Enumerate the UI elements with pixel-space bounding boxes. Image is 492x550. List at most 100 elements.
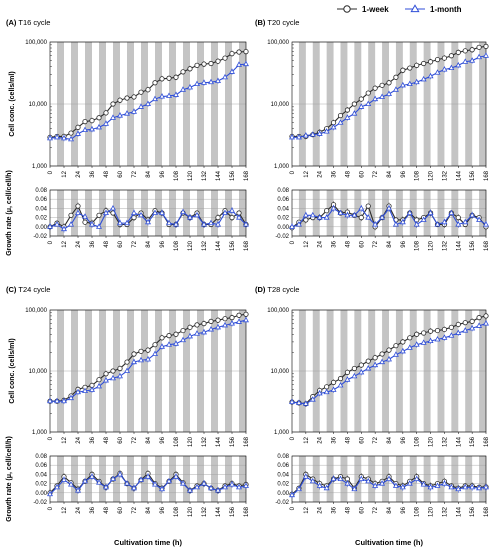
data-point-1-month	[54, 133, 60, 140]
x-axis-title-left: Cultivation time (h)	[114, 538, 182, 547]
data-point-1-week	[476, 315, 482, 321]
data-point-1-month	[413, 78, 420, 85]
data-point-1-week	[414, 331, 420, 337]
x-tick-label: 84	[387, 170, 393, 177]
data-point-1-month	[75, 487, 81, 493]
data-point-1-week	[476, 44, 482, 50]
data-point-1-week	[103, 371, 109, 377]
data-point-1-month	[316, 389, 323, 396]
dark-period-band	[57, 456, 64, 502]
data-point-1-week	[365, 203, 371, 209]
data-point-1-month	[455, 329, 462, 335]
dark-period-band	[183, 190, 190, 236]
data-point-1-week	[201, 320, 207, 327]
dark-period-band	[451, 456, 459, 502]
data-point-1-month	[173, 221, 179, 227]
data-point-1-month	[96, 123, 102, 130]
data-point-1-month	[476, 53, 483, 60]
data-point-1-month	[138, 103, 144, 109]
x-tick-label: 156	[470, 436, 476, 447]
y-tick-label: 0.08	[277, 188, 289, 194]
data-point-1-month	[476, 484, 483, 491]
y-tick-label: 0.04	[35, 472, 47, 478]
dark-period-band	[479, 190, 486, 236]
data-point-1-month	[75, 209, 81, 215]
data-point-1-month	[323, 214, 330, 220]
data-point-1-month	[358, 103, 365, 109]
x-tick-label: 156	[470, 506, 476, 517]
data-point-1-month	[215, 487, 221, 493]
data-point-1-month	[117, 219, 123, 226]
x-tick-label: 36	[90, 240, 96, 247]
data-point-1-week	[152, 80, 158, 86]
data-point-1-month	[441, 480, 448, 486]
x-tick-label: 156	[470, 240, 476, 251]
data-point-1-month	[386, 90, 392, 96]
data-point-1-month	[131, 108, 137, 114]
data-point-1-week	[434, 327, 441, 334]
x-tick-label: 144	[216, 240, 222, 251]
x-tick-label: 48	[104, 506, 110, 513]
data-point-1-month	[180, 86, 186, 92]
data-point-1-month	[138, 356, 144, 363]
data-point-1-month	[194, 80, 200, 87]
panel-c-growth-plot: 0.08 0.06 0.04 0.02 0.00 -0.020 12 24 36 48 60 72 84…	[33, 454, 250, 517]
data-point-1-month	[309, 396, 316, 402]
data-point-1-month	[344, 480, 351, 486]
data-point-1-week	[386, 347, 392, 353]
data-point-1-week	[243, 311, 249, 317]
data-point-1-month	[131, 484, 137, 491]
x-tick-label: 120	[188, 506, 194, 517]
x-tick-label: 24	[318, 506, 324, 513]
data-point-1-week	[372, 85, 378, 91]
data-point-1-month	[483, 320, 489, 326]
data-point-1-week	[229, 215, 235, 221]
data-point-1-month	[351, 372, 358, 379]
panel-c-growth-ylabel: Growth rate (μ, cell/cell/h)	[6, 436, 13, 522]
x-tick-label: 60	[118, 170, 124, 177]
x-tick-label: 96	[160, 170, 166, 177]
data-point-1-month	[469, 324, 476, 331]
x-tick-label: 144	[456, 240, 462, 251]
data-point-1-month	[330, 386, 337, 392]
x-tick-label: 108	[415, 170, 421, 181]
data-point-1-month	[448, 64, 455, 71]
dark-period-band	[239, 190, 246, 236]
data-point-1-week	[166, 333, 172, 339]
panel-d-growth-plot: 0.08 0.06 0.04 0.02 0.00 -0.020 12 24 36 48 60 72 84…	[275, 454, 490, 517]
dark-period-band	[85, 190, 92, 236]
data-point-1-month	[54, 397, 60, 404]
x-tick-label: 144	[216, 506, 222, 517]
y-tick-label: 100,000	[25, 308, 47, 314]
data-point-1-month	[173, 91, 179, 97]
x-tick-label: 96	[160, 240, 166, 247]
data-point-1-month	[159, 209, 165, 215]
data-point-1-week	[344, 107, 351, 113]
data-point-1-week	[96, 212, 102, 218]
data-point-1-month	[323, 128, 330, 134]
data-point-1-month	[110, 475, 116, 481]
y-tick-label: 1,000	[32, 164, 48, 170]
data-point-1-month	[448, 209, 455, 215]
data-point-1-month	[295, 399, 302, 405]
data-point-1-month	[379, 214, 386, 220]
data-point-1-month	[243, 316, 249, 323]
x-tick-label: 24	[318, 436, 324, 443]
data-point-1-month	[103, 120, 109, 126]
data-point-1-month	[159, 93, 165, 99]
data-point-1-month	[201, 480, 207, 486]
data-point-1-month	[434, 221, 441, 227]
data-point-1-month	[420, 481, 427, 487]
growth-ylabel-line: Growth rate (μ, cell/cell/h)	[6, 436, 13, 522]
dark-period-band	[409, 190, 417, 236]
x-tick-label: 144	[456, 436, 462, 447]
x-tick-label: 24	[76, 506, 82, 513]
dark-period-band	[99, 456, 106, 502]
data-point-1-month	[96, 382, 102, 389]
x-tick-label: 132	[202, 436, 208, 447]
data-point-1-week	[469, 318, 475, 325]
data-point-1-month	[229, 207, 235, 213]
dark-period-band	[465, 456, 473, 502]
